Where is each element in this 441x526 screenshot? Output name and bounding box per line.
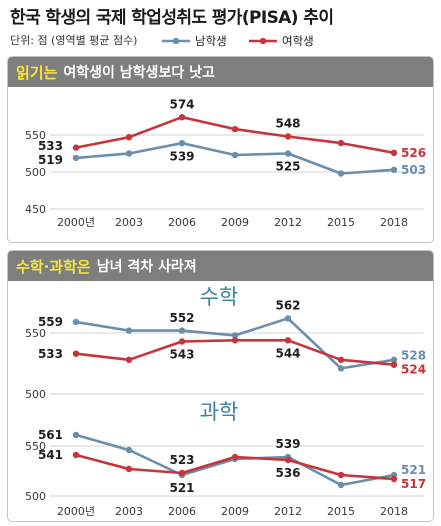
reading-panel-header: 읽기는 여학생이 남학생보다 낫고 — [8, 57, 433, 87]
math-science-panel-headline: 남녀 격차 사라져 — [96, 259, 197, 275]
math-science-panel-highlight: 수학·과학은 — [16, 257, 91, 276]
legend-dot — [259, 37, 267, 45]
legend-swatch-female — [249, 37, 277, 45]
math-chart-title: 수학 — [199, 285, 239, 309]
legend-item-female: 여학생 — [249, 33, 314, 49]
subtitle-row: 단위: 점 (영역별 평균 점수) 남학생 여학생 — [10, 33, 430, 49]
legend-dot — [172, 37, 180, 45]
page-title: 한국 학생의 국제 학업성취도 평가(PISA) 추이 — [10, 8, 334, 28]
reading-panel-highlight: 읽기는 — [16, 63, 58, 82]
legend-label-male: 남학생 — [195, 34, 227, 48]
legend-swatch-male — [162, 37, 190, 45]
reading-panel-headline: 여학생이 남학생보다 낫고 — [63, 65, 215, 81]
math-science-panel: 수학·과학은 남녀 격차 사라져 — [7, 250, 434, 522]
legend-item-male: 남학생 — [162, 33, 227, 49]
science-chart-title: 과학 — [199, 400, 239, 424]
unit-note: 단위: 점 (영역별 평균 점수) — [10, 34, 138, 47]
reading-panel: 읽기는 여학생이 남학생보다 낫고 — [7, 56, 434, 243]
math-science-panel-header: 수학·과학은 남녀 격차 사라져 — [8, 251, 433, 281]
legend-label-female: 여학생 — [282, 34, 314, 48]
